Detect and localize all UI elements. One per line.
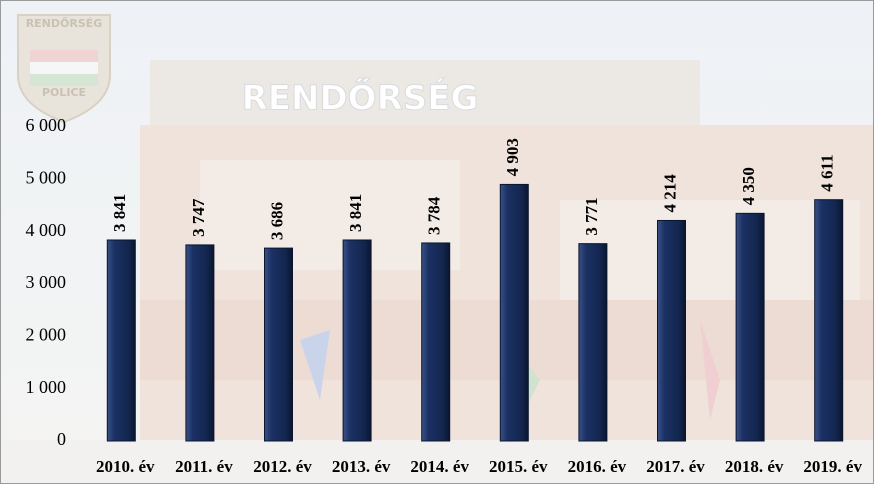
logo-bottom-text: POLICE [42, 86, 86, 99]
bar [736, 213, 764, 441]
bar [265, 248, 293, 441]
y-tick-label: 6 000 [26, 115, 67, 135]
x-tick-label: 2015. év [489, 457, 548, 476]
value-label: 4 350 [739, 167, 758, 205]
x-tick-label: 2010. év [96, 457, 155, 476]
bar [343, 240, 371, 441]
x-tick-label: 2012. év [253, 457, 312, 476]
value-label: 3 771 [582, 197, 601, 235]
value-label: 3 747 [189, 198, 208, 237]
x-tick-label: 2013. év [332, 457, 391, 476]
x-tick-label: 2016. év [568, 457, 627, 476]
value-label: 4 611 [818, 154, 837, 191]
x-tick-label: 2017. év [646, 457, 705, 476]
bar [500, 184, 528, 441]
y-tick-label: 1 000 [26, 377, 67, 397]
bar [422, 243, 450, 441]
value-label: 3 841 [346, 194, 365, 232]
value-label: 4 903 [503, 138, 522, 176]
building-sign: RENDŐRSÉG [242, 78, 479, 119]
bar [579, 244, 607, 441]
value-label: 3 686 [267, 202, 286, 240]
y-tick-label: 0 [57, 429, 66, 449]
value-label: 3 784 [425, 196, 444, 235]
x-tick-label: 2018. év [725, 457, 784, 476]
bar [815, 200, 843, 441]
y-tick-label: 3 000 [26, 272, 67, 292]
x-tick-label: 2011. év [175, 457, 233, 476]
logo-top-text: RENDŐRSÉG [26, 16, 103, 30]
chart: RENDŐRSÉG RENDŐRSÉG POLICE 0 1 000 2 000 3 … [0, 0, 874, 484]
bar [658, 220, 686, 441]
bar [107, 240, 135, 441]
bar [186, 245, 214, 441]
y-tick-label: 4 000 [26, 220, 67, 240]
value-label: 4 214 [660, 174, 679, 213]
x-tick-label: 2014. év [410, 457, 469, 476]
y-tick-label: 5 000 [26, 167, 67, 187]
value-label: 3 841 [110, 194, 129, 232]
y-tick-label: 2 000 [26, 324, 67, 344]
x-tick-label: 2019. év [803, 457, 862, 476]
